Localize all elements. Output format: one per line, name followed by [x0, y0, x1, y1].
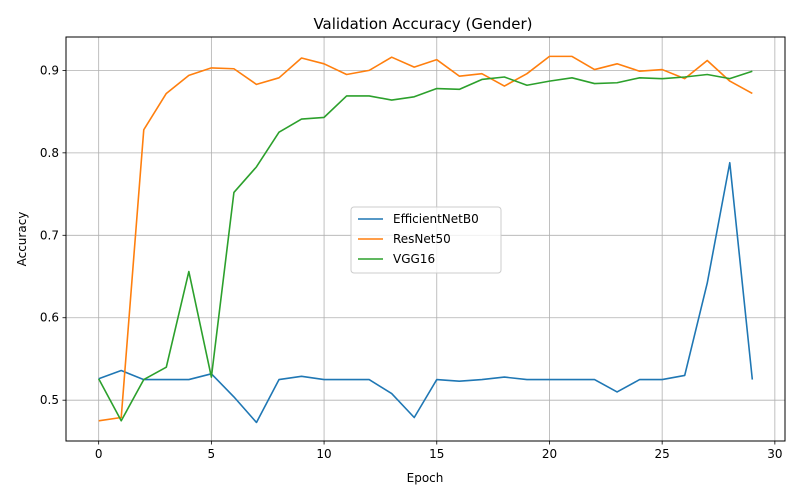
legend-label-resnet50: ResNet50	[393, 232, 451, 246]
x-tick-label: 30	[767, 447, 782, 461]
y-axis: 0.5 0.6 0.7 0.8 0.9	[40, 63, 66, 407]
x-tick-label: 15	[429, 447, 444, 461]
y-tick-label: 0.9	[40, 63, 59, 77]
legend: EfficientNetB0 ResNet50 VGG16	[350, 206, 502, 274]
legend-label-vgg16: VGG16	[393, 252, 435, 266]
x-tick-label: 20	[542, 447, 557, 461]
y-tick-label: 0.8	[40, 146, 59, 160]
x-tick-label: 5	[208, 447, 216, 461]
y-tick-label: 0.7	[40, 228, 59, 242]
legend-label-efficientnetb0: EfficientNetB0	[393, 212, 479, 226]
series-line-vgg16	[97, 70, 753, 422]
y-tick-label: 0.5	[40, 393, 59, 407]
y-tick-label: 0.6	[40, 311, 59, 325]
series-line-resnet50	[98, 55, 753, 422]
legend-box	[350, 206, 502, 274]
x-tick-label: 0	[95, 447, 103, 461]
series-line-efficientnetb0	[98, 161, 754, 424]
y-axis-label: Accuracy	[15, 212, 29, 267]
x-axis: 0 5 10 15 20 25 30	[95, 441, 782, 461]
plot-frame	[65, 36, 786, 442]
chart-title: Validation Accuracy (Gender)	[313, 15, 532, 33]
x-axis-label: Epoch	[407, 471, 444, 485]
series-group	[97, 55, 754, 424]
x-tick-label: 25	[655, 447, 670, 461]
x-tick-label: 10	[316, 447, 331, 461]
